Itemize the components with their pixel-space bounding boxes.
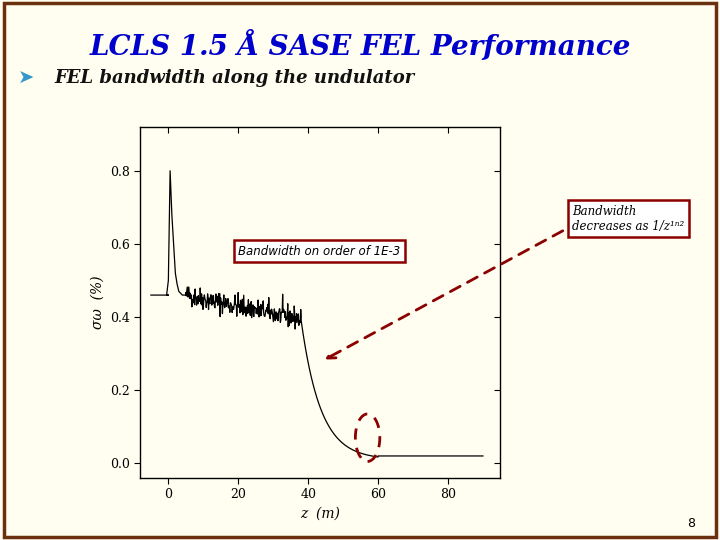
Y-axis label: σω  (%): σω (%) — [91, 275, 104, 329]
Text: ➤: ➤ — [18, 69, 35, 88]
Text: LCLS 1.5 Å SASE FEL Performance: LCLS 1.5 Å SASE FEL Performance — [89, 30, 631, 60]
X-axis label: z  (m): z (m) — [300, 507, 341, 521]
Text: 8: 8 — [687, 517, 695, 530]
Text: FEL bandwidth along the undulator: FEL bandwidth along the undulator — [54, 69, 414, 87]
Text: Bandwidth
decreases as 1/z¹ⁿ²: Bandwidth decreases as 1/z¹ⁿ² — [572, 205, 685, 233]
Text: Bandwidth on order of 1E-3: Bandwidth on order of 1E-3 — [238, 245, 400, 258]
